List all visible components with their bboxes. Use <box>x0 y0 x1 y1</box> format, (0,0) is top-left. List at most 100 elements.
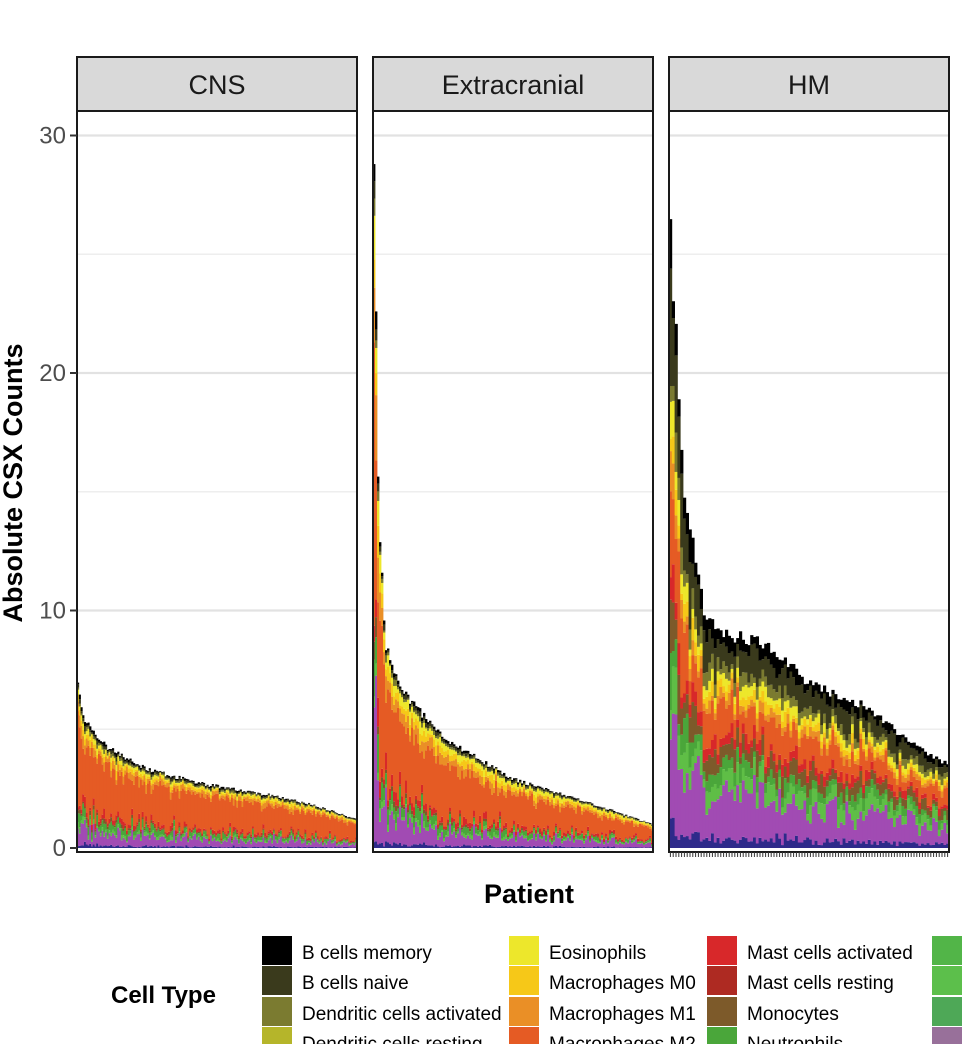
bar-segment <box>315 832 318 834</box>
bar-segment <box>308 840 311 843</box>
bar-segment <box>115 764 118 771</box>
bar-segment <box>543 834 546 836</box>
bar-segment <box>185 829 188 833</box>
bar-segment <box>537 796 540 803</box>
bar-segment <box>119 758 122 762</box>
bar-segment <box>329 838 332 839</box>
bar-segment <box>443 738 446 740</box>
bar-segment <box>607 813 610 815</box>
bar-segment <box>306 808 309 813</box>
bar-segment <box>304 814 307 830</box>
bar-segment <box>441 822 444 826</box>
bar-segment <box>631 837 634 840</box>
bar-segment <box>401 796 404 805</box>
bar-segment <box>543 793 546 796</box>
bar-segment <box>809 789 813 806</box>
bar-segment <box>77 684 80 688</box>
bar-segment <box>451 832 454 835</box>
bar-segment <box>204 836 207 839</box>
bar-segment <box>313 836 316 839</box>
bar-segment <box>236 807 239 830</box>
bar-segment <box>271 803 274 808</box>
bar-segment <box>559 812 562 829</box>
bar-segment <box>154 828 157 836</box>
bar-segment <box>276 843 279 848</box>
patient-bar <box>148 768 151 848</box>
bar-segment <box>537 846 540 848</box>
bar-segment <box>609 847 612 848</box>
bar-segment <box>351 840 354 842</box>
patient-bar <box>346 817 349 848</box>
bar-segment <box>143 830 146 833</box>
bar-segment <box>589 809 592 813</box>
bar-segment <box>617 813 620 815</box>
bar-segment <box>547 792 550 796</box>
bar-segment <box>529 786 532 790</box>
bar-segment <box>601 813 604 815</box>
bar-segment <box>164 832 167 834</box>
bar-segment <box>98 753 101 822</box>
bar-segment <box>613 810 616 813</box>
bar-segment <box>477 828 480 831</box>
bar-segment <box>375 617 378 638</box>
bar-segment <box>711 801 715 834</box>
bar-segment <box>505 778 508 782</box>
bar-segment <box>129 825 132 829</box>
bar-segment <box>465 835 468 839</box>
bar-segment <box>85 827 88 845</box>
bar-segment <box>613 817 616 820</box>
patient-bar <box>294 799 297 848</box>
bar-segment <box>224 840 227 848</box>
bar-segment <box>685 836 689 848</box>
bar-segment <box>680 769 684 835</box>
bar-segment <box>647 824 650 826</box>
bar-segment <box>320 817 323 837</box>
bar-segment <box>329 815 332 818</box>
bar-segment <box>581 801 584 803</box>
bar-segment <box>479 815 482 823</box>
bar-segment <box>711 681 715 696</box>
bar-segment <box>517 786 520 790</box>
bar-segment <box>337 814 340 815</box>
bar-segment <box>806 814 810 821</box>
bar-segment <box>239 834 242 836</box>
bar-segment <box>561 803 564 808</box>
patient-bar <box>783 657 787 848</box>
bar-segment <box>569 833 572 836</box>
bar-segment <box>203 786 206 789</box>
bar-segment <box>329 833 332 835</box>
bar-segment <box>599 839 602 841</box>
bar-segment <box>129 845 132 848</box>
bar-segment <box>415 707 418 711</box>
bar-segment <box>589 847 592 848</box>
bar-segment <box>571 804 574 808</box>
bar-segment <box>553 796 556 799</box>
bar-segment <box>425 811 428 816</box>
bar-segment <box>730 839 734 848</box>
bar-segment <box>806 719 810 725</box>
patient-bar <box>393 673 396 848</box>
bar-segment <box>197 784 200 787</box>
bar-segment <box>635 821 638 824</box>
bar-segment <box>585 808 588 811</box>
bar-segment <box>334 814 337 816</box>
bar-segment <box>623 844 626 848</box>
bar-segment <box>318 842 321 844</box>
bar-segment <box>783 726 787 732</box>
bar-segment <box>569 835 572 839</box>
bar-segment <box>725 708 729 736</box>
bar-segment <box>567 795 570 797</box>
bar-segment <box>239 838 242 848</box>
bar-segment <box>197 828 200 832</box>
bar-segment <box>231 838 234 841</box>
bar-segment <box>150 777 153 780</box>
bar-segment <box>162 781 165 785</box>
bar-segment <box>711 786 715 802</box>
bar-segment <box>523 785 526 787</box>
bar-segment <box>607 819 610 838</box>
bar-segment <box>260 840 263 842</box>
bar-segment <box>252 829 255 835</box>
bar-segment <box>147 772 150 774</box>
bar-segment <box>271 840 274 844</box>
bar-segment <box>169 778 172 782</box>
